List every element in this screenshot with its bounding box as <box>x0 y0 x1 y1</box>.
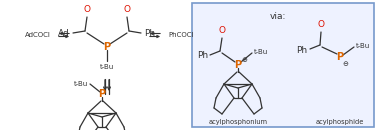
Text: t-Bu: t-Bu <box>74 81 88 87</box>
Text: Ph: Ph <box>296 46 307 54</box>
Text: acylphosphonium: acylphosphonium <box>209 119 268 125</box>
Text: ⊕: ⊕ <box>241 57 247 63</box>
Text: P: P <box>104 42 110 52</box>
Text: ⊖: ⊖ <box>342 61 348 67</box>
Text: PhCOCl: PhCOCl <box>168 32 194 38</box>
Text: t-Bu: t-Bu <box>356 43 370 49</box>
Text: O: O <box>318 20 324 29</box>
FancyBboxPatch shape <box>192 3 374 127</box>
Text: P: P <box>336 52 344 62</box>
Text: Ad: Ad <box>58 28 70 37</box>
Text: O: O <box>218 26 226 35</box>
Text: P: P <box>98 89 105 99</box>
Text: O: O <box>124 5 130 14</box>
Text: Ph: Ph <box>197 50 208 60</box>
Text: t-Bu: t-Bu <box>100 64 114 70</box>
Text: O: O <box>84 5 90 14</box>
Text: Ph: Ph <box>144 28 155 37</box>
Text: P: P <box>234 60 242 70</box>
Text: AdCOCl: AdCOCl <box>25 32 51 38</box>
Text: acylphosphide: acylphosphide <box>316 119 364 125</box>
Text: t-Bu: t-Bu <box>254 49 268 55</box>
Text: via:: via: <box>270 12 286 21</box>
